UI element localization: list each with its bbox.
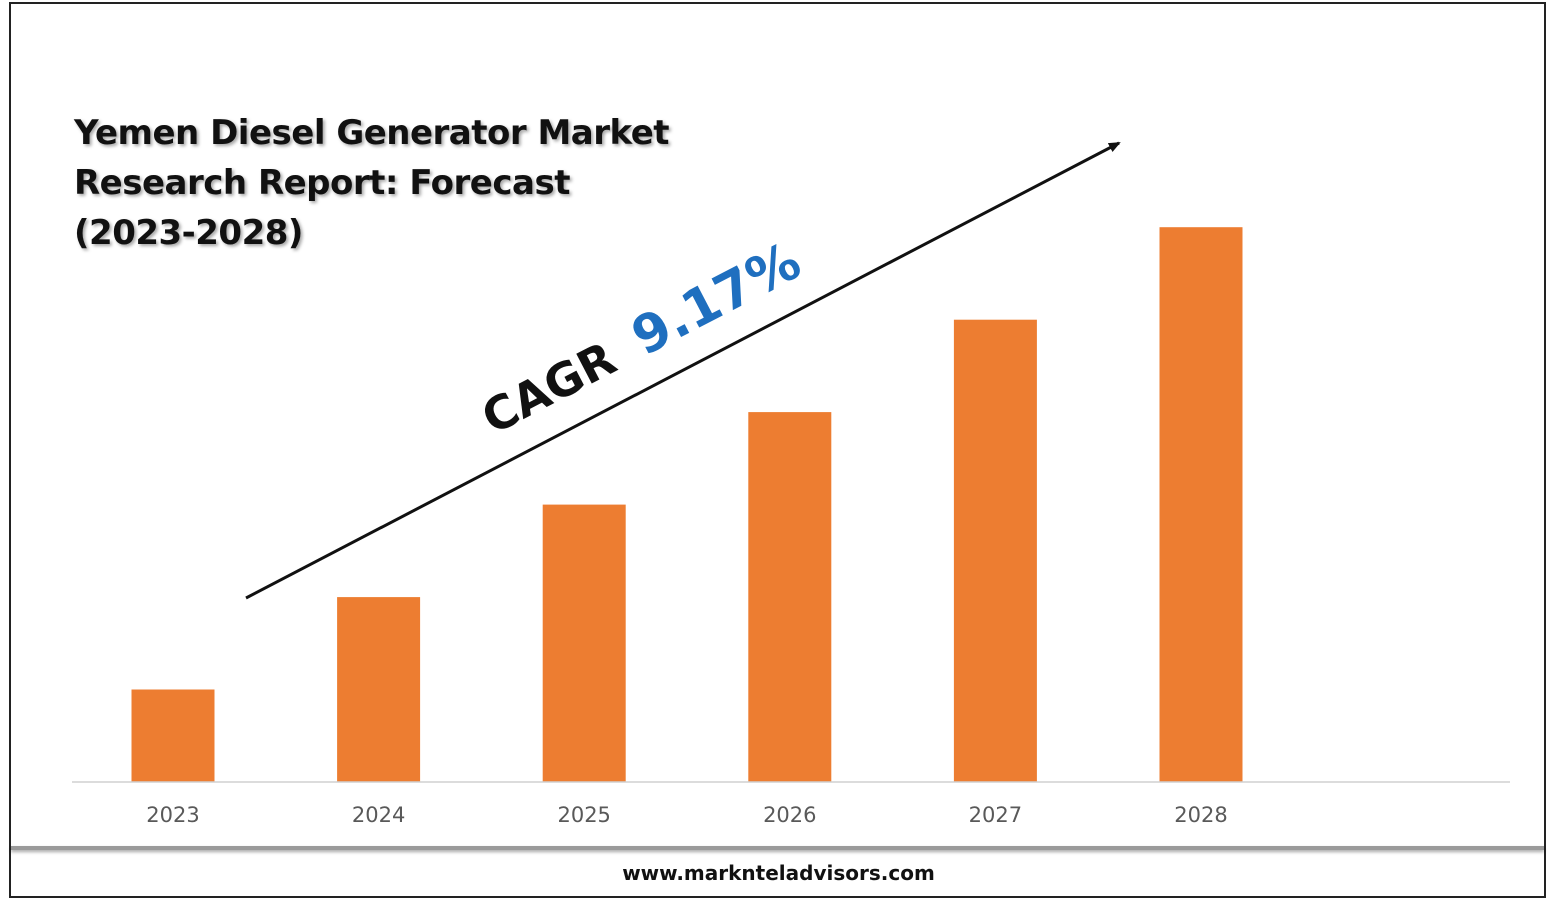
x-tick-label-2028: 2028 [1174, 803, 1227, 827]
title-line-1: Yemen Diesel Generator Market [74, 113, 670, 153]
chart-title: Yemen Diesel Generator Market Research R… [74, 108, 714, 258]
x-tick-label-2026: 2026 [763, 803, 816, 827]
x-tick-label-2023: 2023 [146, 803, 199, 827]
cagr-label: CAGR [473, 331, 624, 445]
bars-group [131, 227, 1243, 782]
title-line-2: Research Report: Forecast [74, 163, 570, 203]
bar-2024 [337, 597, 421, 782]
bar-2026 [748, 412, 832, 782]
footer-divider [11, 846, 1544, 850]
bar-2023 [131, 689, 215, 782]
bar-2027 [953, 319, 1037, 782]
bar-2025 [542, 504, 626, 782]
x-tick-label-2025: 2025 [557, 803, 610, 827]
trend-arrow [245, 141, 1121, 600]
footer-url[interactable]: www.marknteladvisors.com [622, 861, 935, 885]
x-tick-label-2024: 2024 [352, 803, 405, 827]
x-tick-labels: 2023 2024 2025 2026 2027 2028 [146, 803, 1227, 827]
title-line-3: (2023-2028) [74, 213, 303, 253]
bar-2028 [1159, 227, 1243, 782]
cagr-value: 9.17% [623, 231, 811, 368]
x-tick-label-2027: 2027 [969, 803, 1022, 827]
